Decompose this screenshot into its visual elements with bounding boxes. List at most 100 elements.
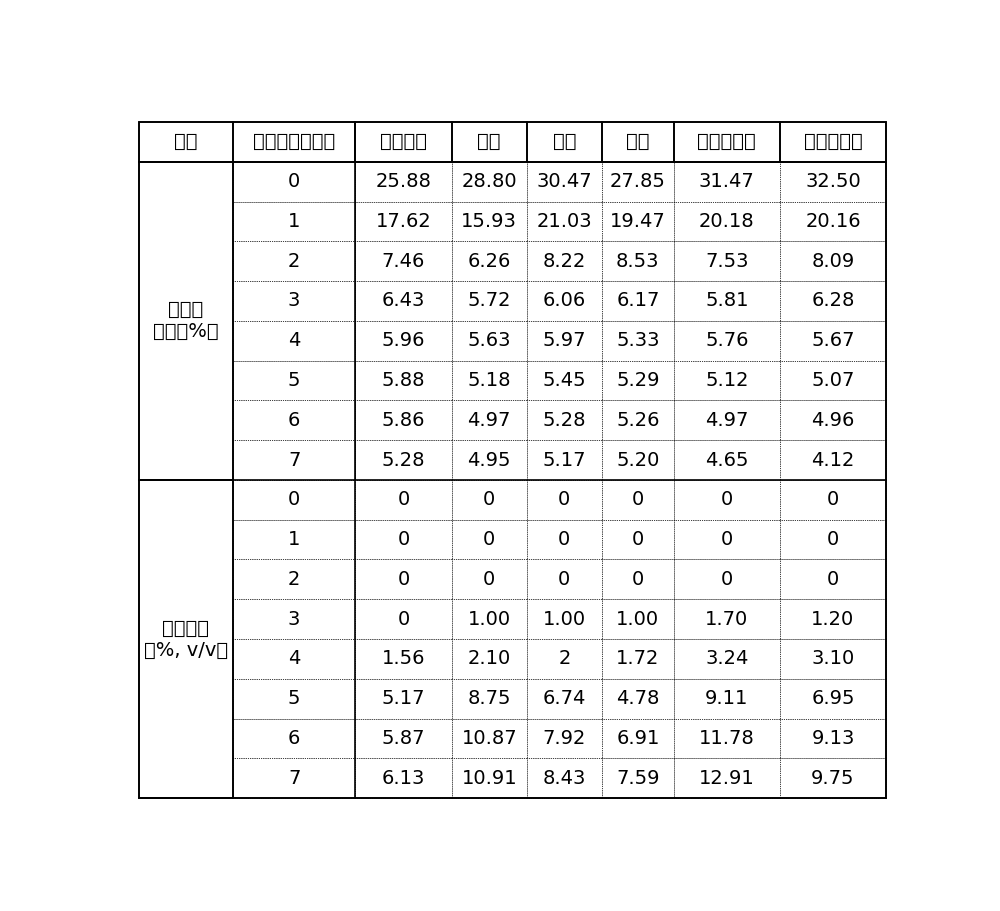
Text: 0: 0 (632, 530, 644, 549)
Text: 7.59: 7.59 (616, 769, 660, 788)
Text: 2: 2 (288, 251, 300, 271)
Bar (355, 639, 452, 679)
Text: 0: 0 (483, 570, 495, 589)
Text: 0: 0 (288, 172, 300, 191)
Text: 5.67: 5.67 (811, 332, 855, 350)
Bar (452, 719, 527, 758)
Text: 8.09: 8.09 (811, 251, 855, 271)
Bar (674, 241, 780, 281)
Bar (139, 480, 233, 798)
Bar (780, 361, 886, 401)
Bar (452, 440, 527, 480)
Bar (233, 361, 355, 401)
Text: 1.72: 1.72 (616, 650, 660, 669)
Bar (139, 162, 233, 480)
Text: 1: 1 (288, 212, 300, 230)
Bar (355, 679, 452, 719)
Bar (602, 519, 674, 559)
Text: 8.43: 8.43 (543, 769, 586, 788)
Text: 5.63: 5.63 (467, 332, 511, 350)
Text: 直接破碎: 直接破碎 (380, 132, 427, 151)
Bar (452, 519, 527, 559)
Bar (355, 201, 452, 241)
Text: 4.97: 4.97 (705, 411, 749, 430)
Text: 31.47: 31.47 (699, 172, 755, 191)
Text: 0: 0 (397, 530, 410, 549)
Text: 指标: 指标 (174, 132, 198, 151)
Text: 4.97: 4.97 (468, 411, 511, 430)
Text: 20.16: 20.16 (805, 212, 861, 230)
Text: 5.97: 5.97 (543, 332, 586, 350)
Text: 酶解: 酶解 (477, 132, 501, 151)
Bar (233, 679, 355, 719)
Text: 6.43: 6.43 (382, 292, 425, 311)
Text: 9.75: 9.75 (811, 769, 855, 788)
Bar (527, 559, 602, 599)
Bar (355, 559, 452, 599)
Bar (452, 201, 527, 241)
Bar (233, 758, 355, 798)
Text: 17.62: 17.62 (376, 212, 431, 230)
Bar (527, 639, 602, 679)
Bar (602, 639, 674, 679)
Bar (602, 321, 674, 361)
Text: 5.18: 5.18 (467, 371, 511, 390)
Text: 12.91: 12.91 (699, 769, 755, 788)
Text: 0: 0 (558, 570, 570, 589)
Text: 7.53: 7.53 (705, 251, 749, 271)
Text: 5.28: 5.28 (382, 451, 425, 469)
Text: 9.13: 9.13 (811, 729, 855, 748)
Text: 6.13: 6.13 (382, 769, 425, 788)
Bar (602, 361, 674, 401)
Text: 5.72: 5.72 (467, 292, 511, 311)
Text: 19.47: 19.47 (610, 212, 666, 230)
Text: 4.12: 4.12 (811, 451, 855, 469)
Bar (452, 281, 527, 321)
Text: 6: 6 (288, 729, 300, 748)
Bar (602, 719, 674, 758)
Text: 5.81: 5.81 (705, 292, 749, 311)
Bar (527, 719, 602, 758)
Bar (233, 401, 355, 440)
Text: 7.46: 7.46 (382, 251, 425, 271)
Bar (674, 599, 780, 639)
Text: 0: 0 (397, 490, 410, 509)
Text: 6.91: 6.91 (616, 729, 660, 748)
Text: 7.92: 7.92 (543, 729, 586, 748)
Text: 5.07: 5.07 (811, 371, 855, 390)
Bar (233, 519, 355, 559)
Text: 5: 5 (288, 690, 300, 708)
Text: 1.00: 1.00 (543, 609, 586, 629)
Bar (233, 719, 355, 758)
Text: 蒸煮并酶解: 蒸煮并酶解 (697, 132, 756, 151)
Text: 5.20: 5.20 (616, 451, 660, 469)
Bar (355, 401, 452, 440)
Text: 6.95: 6.95 (811, 690, 855, 708)
Bar (355, 122, 452, 162)
Text: 11.78: 11.78 (699, 729, 755, 748)
Bar (780, 281, 886, 321)
Text: 0: 0 (827, 570, 839, 589)
Text: 1.56: 1.56 (382, 650, 425, 669)
Bar (674, 758, 780, 798)
Text: 2.10: 2.10 (468, 650, 511, 669)
Text: 8.75: 8.75 (467, 690, 511, 708)
Text: 含量（%）: 含量（%） (153, 322, 219, 342)
Text: 2: 2 (558, 650, 571, 669)
Bar (527, 480, 602, 519)
Bar (780, 639, 886, 679)
Bar (233, 122, 355, 162)
Bar (527, 201, 602, 241)
Text: 0: 0 (558, 490, 570, 509)
Bar (355, 599, 452, 639)
Bar (602, 281, 674, 321)
Text: 15.93: 15.93 (461, 212, 517, 230)
Text: 0: 0 (827, 490, 839, 509)
Bar (452, 241, 527, 281)
Bar (452, 559, 527, 599)
Bar (602, 122, 674, 162)
Bar (780, 122, 886, 162)
Bar (674, 122, 780, 162)
Bar (452, 162, 527, 201)
Text: 4.65: 4.65 (705, 451, 749, 469)
